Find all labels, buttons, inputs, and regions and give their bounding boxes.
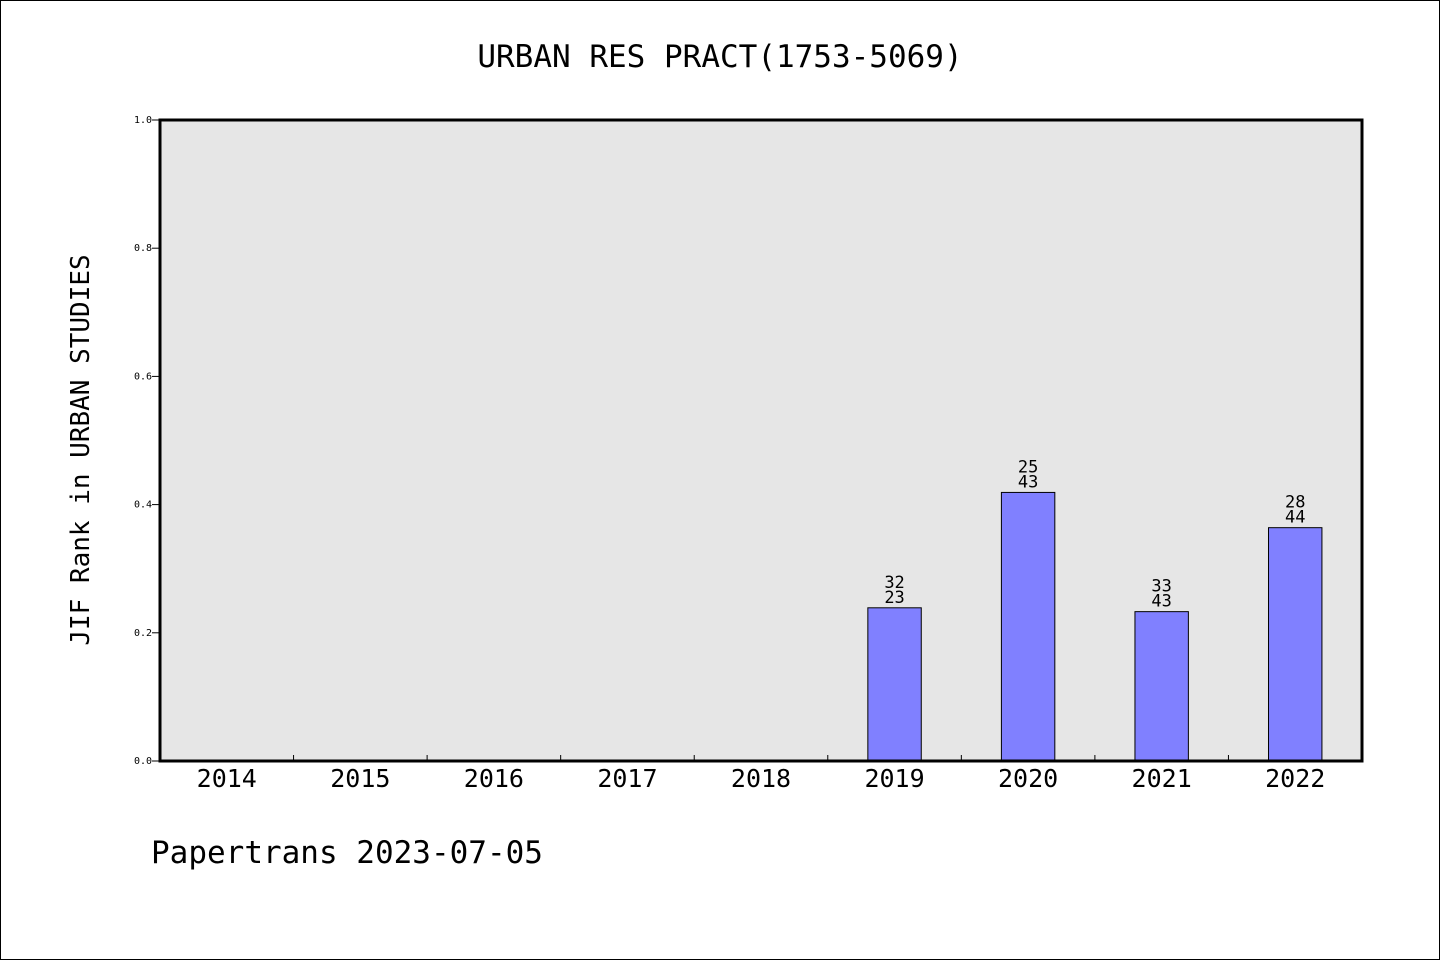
bar-label-top: 25 bbox=[1018, 457, 1038, 477]
x-tick-label: 2015 bbox=[330, 764, 390, 793]
bar-label-bottom: 43 bbox=[1151, 592, 1171, 612]
x-tick-label: 2021 bbox=[1132, 764, 1192, 793]
bar-label-bottom: 43 bbox=[1018, 472, 1038, 492]
y-tick-label: 1.0 bbox=[134, 115, 152, 126]
bars bbox=[867, 491, 1323, 762]
chart-title: URBAN RES PRACT(1753-5069) bbox=[477, 39, 962, 75]
x-tick-label: 2018 bbox=[731, 764, 791, 793]
x-tick-label: 2016 bbox=[464, 764, 524, 793]
bar-label-bottom: 23 bbox=[884, 588, 904, 608]
plot-frame bbox=[158, 118, 1364, 763]
bar-2020 bbox=[1000, 491, 1056, 762]
x-tick-label: 2022 bbox=[1265, 764, 1325, 793]
y-tick-label: 0.2 bbox=[134, 628, 152, 639]
bar-label-top: 33 bbox=[1151, 577, 1171, 597]
y-axis-label: JIF Rank in URBAN STUDIES bbox=[66, 254, 96, 645]
y-tick-label: 0.4 bbox=[134, 500, 152, 511]
x-tick-label: 2020 bbox=[998, 764, 1058, 793]
bar-2021 bbox=[1134, 611, 1189, 762]
footer-credit: Papertrans 2023-07-05 bbox=[151, 835, 543, 871]
bar-label-top: 28 bbox=[1285, 493, 1305, 513]
y-tick-label: 0.6 bbox=[134, 371, 152, 382]
axis-ticks: 0.0 0.2 0.4 0.6 0.8 1.0 2014 2015 2016 2017 2018 20… bbox=[134, 115, 1325, 793]
x-tick-label: 2019 bbox=[864, 764, 924, 793]
y-tick-label: 0.8 bbox=[134, 243, 152, 254]
bar-label-top: 32 bbox=[884, 573, 904, 593]
x-tick-label: 2014 bbox=[197, 764, 257, 793]
bar-2022 bbox=[1268, 527, 1323, 762]
bar-2019 bbox=[867, 607, 922, 762]
x-tick-label: 2017 bbox=[597, 764, 657, 793]
y-tick-label: 0.0 bbox=[134, 756, 152, 767]
bar-label-bottom: 44 bbox=[1285, 508, 1305, 528]
